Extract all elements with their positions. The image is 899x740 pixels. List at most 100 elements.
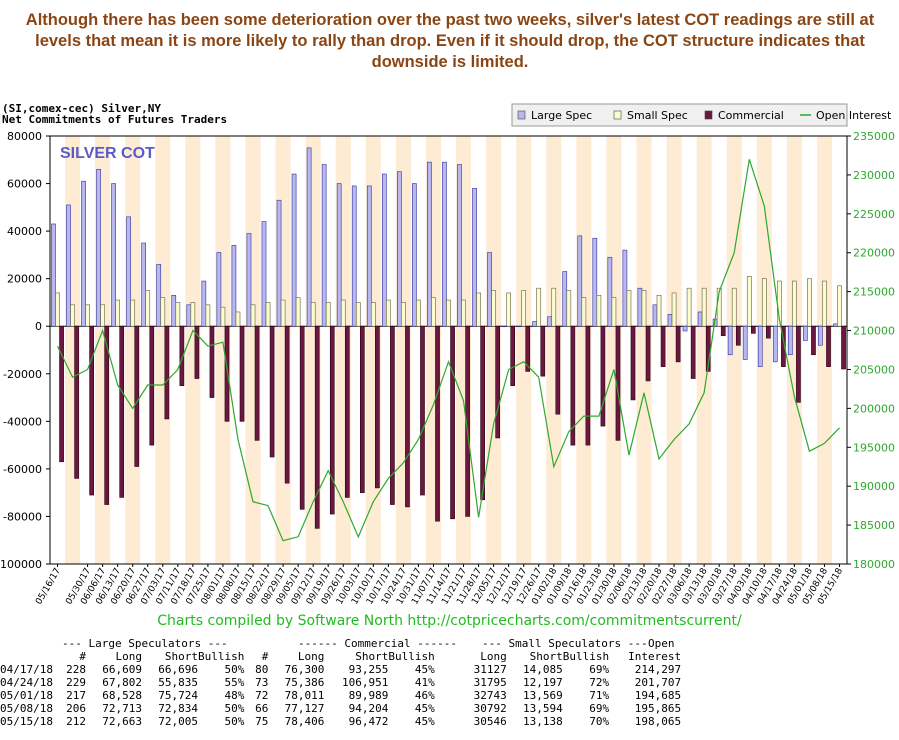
bar-commercial xyxy=(750,325,756,334)
bar-large-spec xyxy=(457,164,462,327)
table-cell: 05/01/18 xyxy=(0,689,53,702)
bar-commercial xyxy=(269,325,275,458)
legend-box xyxy=(511,103,848,127)
bar-large-spec xyxy=(51,223,56,327)
bar-commercial xyxy=(555,325,561,415)
bar-small-spec xyxy=(280,299,286,327)
bar-small-spec xyxy=(175,302,181,327)
bar-small-spec xyxy=(190,302,196,327)
credit-line[interactable]: Charts compiled by Software North http:/… xyxy=(157,613,742,629)
line-open-interest xyxy=(56,159,840,542)
bar-commercial xyxy=(796,325,801,403)
bar-commercial xyxy=(495,325,501,439)
table-cell: 72,834 xyxy=(158,702,198,715)
bar-large-spec xyxy=(487,252,492,327)
bar-large-spec xyxy=(427,161,432,327)
bar-small-spec xyxy=(295,297,301,327)
legend-swatch xyxy=(517,110,526,120)
bar-small-spec xyxy=(55,292,60,327)
table-cell: 106,951 xyxy=(342,676,389,689)
table-cell: Bullish xyxy=(562,650,610,663)
bar-large-spec xyxy=(803,325,808,341)
y-tick-label: 80000 xyxy=(7,130,42,143)
table-cell: 78,406 xyxy=(284,715,325,728)
table-cell: 67,802 xyxy=(102,676,142,689)
table-cell xyxy=(0,650,56,663)
bar-small-spec xyxy=(250,304,256,327)
bar-small-spec xyxy=(220,306,226,327)
bar-small-spec xyxy=(822,280,827,327)
group-header-small: --- Small Speculators --- xyxy=(482,637,648,650)
bar-commercial xyxy=(540,325,546,377)
bar-large-spec xyxy=(141,242,147,327)
table-cell: 77,127 xyxy=(284,702,325,715)
bar-large-spec xyxy=(111,183,116,327)
bar-commercial xyxy=(480,325,485,501)
bar-commercial xyxy=(299,325,305,510)
bar-commercial xyxy=(585,325,591,446)
bar-large-spec xyxy=(336,183,342,327)
table-row: 04/17/18 228 66,609 66,696 50% 80 76,300 93,255… xyxy=(0,663,681,676)
table-cell: 69% xyxy=(589,702,610,715)
week-band xyxy=(756,136,772,564)
bar-commercial xyxy=(826,325,831,367)
bar-large-spec xyxy=(592,237,598,327)
chart-source-label: (SI,comex-cec) Silver,NY xyxy=(2,102,161,115)
bar-commercial xyxy=(164,325,170,420)
week-band xyxy=(786,136,802,564)
bar-large-spec xyxy=(276,199,282,327)
bar-small-spec xyxy=(491,290,496,327)
bar-large-spec xyxy=(562,271,568,327)
table-cell: 198,065 xyxy=(634,715,682,728)
bar-large-spec xyxy=(366,185,372,327)
table-cell: Bullish xyxy=(198,650,245,663)
bar-small-spec xyxy=(416,299,421,327)
legend-label: Large Spec xyxy=(531,109,592,122)
table-cell: 46% xyxy=(414,689,435,702)
bar-commercial xyxy=(630,325,636,401)
table-cell: 93,255 xyxy=(348,663,389,676)
bar-commercial xyxy=(420,325,425,496)
table-cell: 73 xyxy=(255,676,269,689)
table-cell: 76,300 xyxy=(284,663,325,676)
bar-large-spec xyxy=(201,280,207,327)
table-cell: 89,989 xyxy=(348,689,389,702)
bar-small-spec xyxy=(807,278,812,327)
table-cell: 80 xyxy=(255,663,269,676)
y2-tick-label: 200000 xyxy=(853,402,895,415)
bar-large-spec xyxy=(637,287,643,327)
bar-large-spec xyxy=(351,185,357,327)
bar-small-spec xyxy=(145,290,151,327)
table-cell: 14,085 xyxy=(522,663,563,676)
bar-large-spec xyxy=(727,325,733,356)
bar-small-spec xyxy=(100,304,105,327)
bar-commercial xyxy=(735,325,741,346)
bar-small-spec xyxy=(70,304,75,327)
table-cell: 229 xyxy=(66,676,86,689)
table-header-row: # Long Short Bullish # Long Short Bullish Long Sh… xyxy=(0,650,681,663)
bar-large-spec xyxy=(66,204,71,327)
table-cell: 94,204 xyxy=(348,702,389,715)
bar-large-spec xyxy=(833,323,838,327)
table-cell: Short xyxy=(355,650,389,663)
bar-small-spec xyxy=(626,290,632,327)
week-band xyxy=(606,136,622,564)
bar-small-spec xyxy=(671,292,677,327)
bar-commercial xyxy=(390,325,395,505)
bar-large-spec xyxy=(216,252,222,327)
group-header-oi: Open xyxy=(648,637,675,650)
bar-commercial xyxy=(690,325,696,379)
table-cell: 05/15/18 xyxy=(0,715,53,728)
bar-large-spec xyxy=(442,161,447,327)
week-band xyxy=(486,136,502,564)
table-cell: # xyxy=(79,650,86,663)
bar-small-spec xyxy=(581,297,587,327)
bar-small-spec xyxy=(265,302,271,327)
bar-commercial xyxy=(570,325,576,446)
bar-large-spec xyxy=(396,171,402,327)
bar-commercial xyxy=(104,325,110,505)
bar-commercial xyxy=(134,325,140,467)
y-tick-label: 20000 xyxy=(7,273,42,286)
table-cell: 04/24/18 xyxy=(0,676,53,689)
bar-large-spec xyxy=(682,325,688,332)
